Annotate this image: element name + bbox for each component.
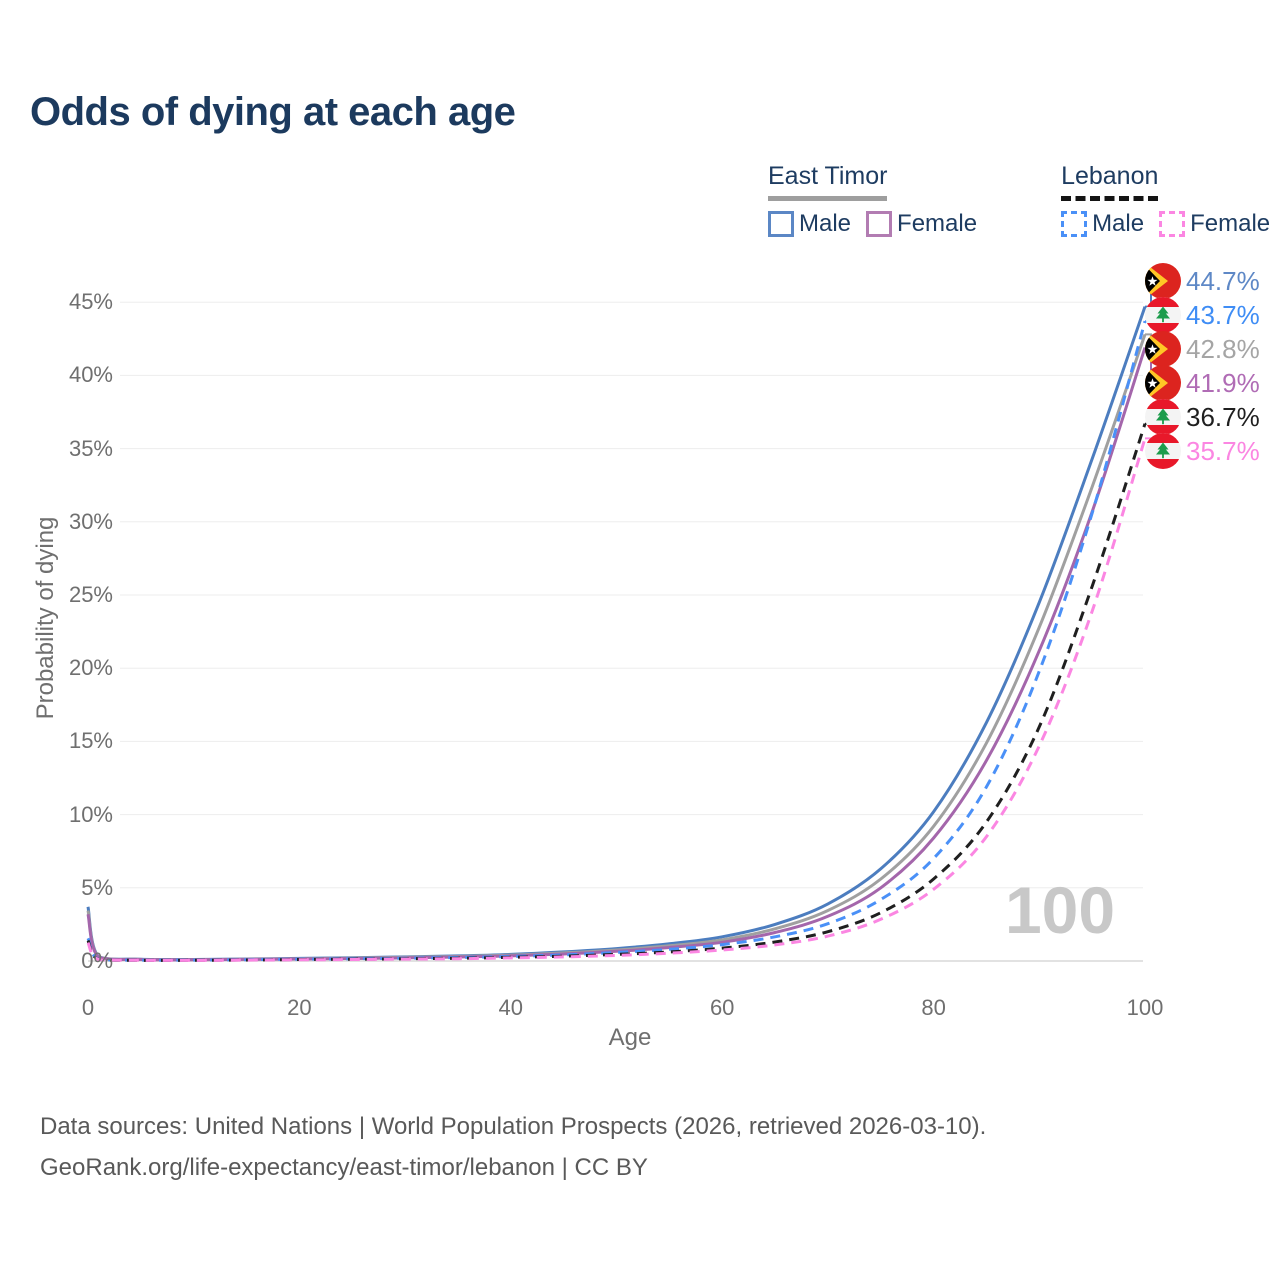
x-tick-60: 60 (709, 995, 735, 1020)
page-title: Odds of dying at each age (30, 90, 516, 134)
legend-item-lebanon-female[interactable]: Female (1159, 210, 1270, 238)
y-tick-5: 5% (81, 874, 113, 900)
y-axis-title: Probability of dying (32, 516, 59, 720)
series-line-lebanon-female (86, 437, 1147, 962)
y-tick-15: 15% (68, 728, 113, 754)
x-tick-0: 0 (81, 995, 95, 1020)
end-label-flag-lebanon (1145, 399, 1181, 440)
flag-east-timor-icon (1145, 365, 1181, 401)
series-line-lebanon-male (86, 320, 1147, 962)
end-label-flag-east-timor (1145, 331, 1181, 372)
legend-group-title-east-timor: East Timor (768, 162, 888, 201)
series-line-east-timor-male (86, 306, 1147, 962)
y-tick-10: 10% (68, 801, 113, 827)
legend-item-lebanon-male[interactable]: Male (1061, 210, 1144, 238)
legend-item-label: Female (1190, 210, 1271, 237)
legend-swatch-lebanon-male (1061, 211, 1088, 237)
legend-group-east-timor: East Timor Male Female (768, 162, 977, 238)
legend-swatch-east-timor-male (768, 211, 794, 237)
y-tick-25: 25% (68, 582, 113, 607)
end-label-flag-lebanon (1145, 433, 1181, 474)
x-tick-20: 20 (287, 995, 312, 1020)
x-tick-40: 40 (498, 995, 524, 1020)
legend-item-label: Male (799, 210, 852, 237)
chart-canvas[interactable] (0, 0, 1280, 1080)
legend: East Timor Male Female Lebanon Male Female (768, 162, 1270, 238)
legend-item-label: Female (897, 210, 978, 237)
footer-attribution: GeoRank.org/life-expectancy/east-timor/l… (40, 1154, 648, 1181)
legend-item-east-timor-male[interactable]: Male (768, 210, 851, 238)
footer-data-sources: Data sources: United Nations | World Pop… (40, 1113, 987, 1140)
y-tick-40: 40% (68, 362, 113, 388)
end-label-value-lebanon-both-sexes: 36.7% (1186, 402, 1260, 432)
y-tick-30: 30% (68, 508, 113, 534)
x-axis-title: Age (608, 1024, 652, 1051)
legend-item-label: Male (1092, 210, 1145, 237)
legend-swatch-east-timor-female (866, 211, 893, 237)
end-label-value-east-timor-male: 44.7% (1186, 266, 1260, 296)
legend-group-title-lebanon: Lebanon (1061, 162, 1159, 201)
legend-swatch-lebanon-female (1159, 211, 1186, 237)
series-line-lebanon-both-sexes (86, 423, 1147, 962)
footer: Data sources: United Nations | World Pop… (40, 1106, 986, 1188)
flag-lebanon-icon (1145, 433, 1181, 469)
x-tick-80: 80 (921, 995, 946, 1020)
x-tick-100: 100 (1126, 995, 1164, 1020)
end-label-value-lebanon-female: 35.7% (1186, 436, 1260, 466)
legend-group-lebanon: Lebanon Male Female (1061, 162, 1270, 238)
flag-east-timor-icon (1145, 331, 1181, 367)
flag-lebanon-icon (1145, 399, 1181, 435)
end-label-flag-east-timor (1145, 365, 1181, 406)
end-label-value-east-timor-both-sexes: 42.8% (1186, 334, 1260, 364)
flag-lebanon-icon (1145, 297, 1181, 333)
end-label-value-lebanon-male: 43.7% (1186, 300, 1260, 330)
y-tick-45: 45% (68, 289, 113, 315)
series-line-east-timor-female (86, 347, 1147, 962)
end-label-value-east-timor-female: 41.9% (1186, 368, 1260, 398)
y-tick-20: 20% (68, 655, 113, 681)
end-label-flag-lebanon (1145, 297, 1181, 338)
flag-east-timor-icon (1145, 263, 1181, 299)
series-line-east-timor-both-sexes (86, 333, 1147, 962)
year-watermark: 100 (1004, 873, 1116, 947)
y-tick-35: 35% (68, 435, 113, 461)
y-tick-0: 0% (81, 948, 113, 973)
legend-item-east-timor-female[interactable]: Female (866, 210, 977, 238)
end-label-flag-east-timor (1145, 263, 1181, 304)
